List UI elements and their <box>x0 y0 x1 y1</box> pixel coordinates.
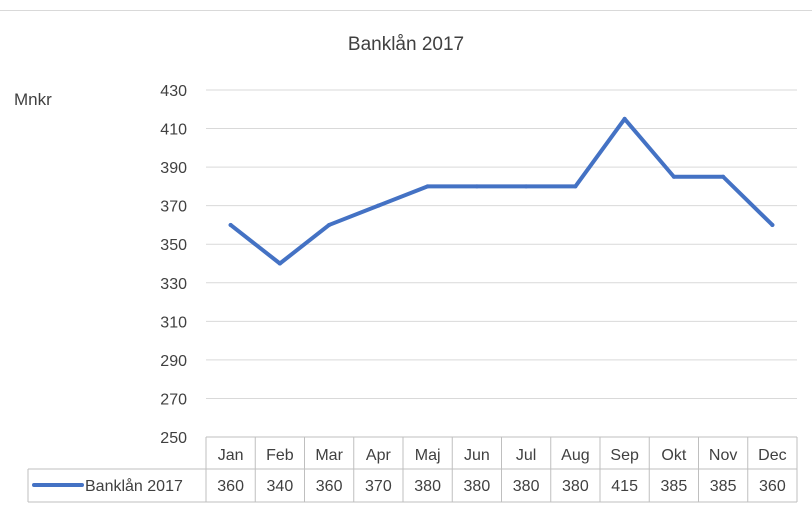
y-tick-label: 410 <box>160 122 187 139</box>
x-category-label: Okt <box>661 447 686 464</box>
data-point <box>721 174 726 179</box>
y-tick-label: 350 <box>160 237 187 254</box>
y-tick-label: 250 <box>160 430 187 447</box>
table-value: 370 <box>365 478 392 495</box>
series-points <box>228 116 775 266</box>
y-tick-label: 430 <box>160 83 187 100</box>
y-tick-label: 390 <box>160 160 187 177</box>
data-point <box>671 174 676 179</box>
x-category-label: Jun <box>464 447 490 464</box>
x-category-label: Sep <box>610 447 639 464</box>
x-category-label: Nov <box>709 447 737 464</box>
data-point <box>622 116 627 121</box>
y-tick-label: 370 <box>160 199 187 216</box>
y-tick-label: 290 <box>160 353 187 370</box>
x-category-label: Jan <box>218 447 244 464</box>
data-point <box>474 184 479 189</box>
table-value: 380 <box>562 478 589 495</box>
y-tick-label: 310 <box>160 314 187 331</box>
table-value: 360 <box>217 478 244 495</box>
table-value: 415 <box>611 478 638 495</box>
y-tick-label: 330 <box>160 276 187 293</box>
table-value: 380 <box>464 478 491 495</box>
data-point <box>524 184 529 189</box>
x-category-label: Feb <box>266 447 294 464</box>
table-value: 340 <box>267 478 294 495</box>
table-value: 385 <box>661 478 688 495</box>
table-value: 380 <box>414 478 441 495</box>
series-lines <box>228 116 775 266</box>
x-category-label: Jul <box>516 447 536 464</box>
data-point <box>376 203 381 208</box>
data-point <box>327 222 332 227</box>
gridlines <box>206 89 797 399</box>
y-tick-labels: 250 270 290 310 330 350 370 390 410 430 <box>160 83 187 447</box>
data-point <box>228 222 233 227</box>
chart-title: Banklån 2017 <box>347 34 465 55</box>
x-category-label: Mar <box>315 447 343 464</box>
data-point <box>573 184 578 189</box>
table-value: 360 <box>316 478 343 495</box>
data-table: Jan Feb Mar Apr Maj Jun Jul Aug Sep Okt Nov Dec Bank… <box>27 436 798 503</box>
top-divider <box>0 10 812 11</box>
data-point <box>425 184 430 189</box>
x-category-label: Apr <box>366 447 392 464</box>
table-value: 380 <box>513 478 540 495</box>
x-category-label: Aug <box>561 447 589 464</box>
series-line <box>228 116 775 266</box>
table-value: 385 <box>710 478 737 495</box>
x-category-label: Dec <box>758 447 786 464</box>
y-tick-label: 270 <box>160 391 187 408</box>
y-axis-unit-label: Mnkr <box>14 90 52 109</box>
data-point <box>277 261 282 266</box>
legend-series-name: Banklån 2017 <box>85 477 183 495</box>
table-value: 360 <box>759 478 786 495</box>
x-category-label: Maj <box>415 447 441 464</box>
data-point <box>770 222 775 227</box>
